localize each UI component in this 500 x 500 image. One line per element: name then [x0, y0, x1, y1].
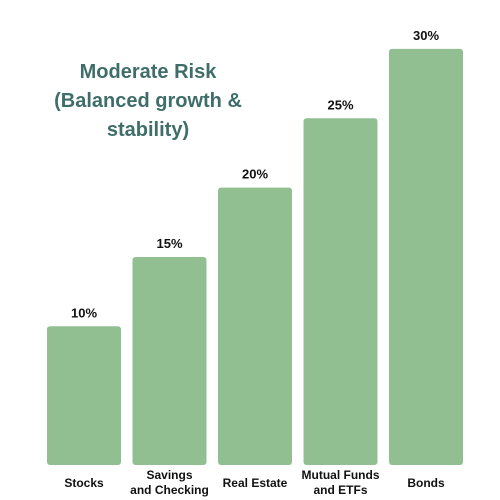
category-label-0: Stocks — [64, 476, 104, 490]
chart-title-line-3: stability) — [106, 119, 190, 141]
bar-3 — [303, 118, 378, 465]
bar-0 — [47, 326, 121, 465]
value-label-2: 20% — [242, 167, 268, 182]
category-label-line: and Checking — [130, 483, 209, 497]
chart-title-line-2: (Balanced growth & — [54, 90, 242, 112]
value-label-1: 15% — [156, 236, 182, 251]
category-label-1: Savings and Checking — [130, 468, 209, 497]
category-label-line: Real Estate — [223, 476, 288, 490]
value-label-3: 25% — [327, 97, 353, 112]
category-label-3: Mutual Funds and ETFs — [302, 468, 380, 497]
category-label-2: Real Estate — [223, 476, 288, 490]
bar-4 — [389, 48, 463, 466]
bar-2 — [218, 187, 292, 465]
value-label-0: 10% — [71, 305, 97, 320]
category-label-line: Savings — [146, 468, 192, 482]
category-label-line: Stocks — [64, 476, 104, 490]
chart-title: Moderate Risk (Balanced growth & stabili… — [28, 58, 268, 145]
chart-title-line-1: Moderate Risk — [79, 61, 217, 83]
bar-1 — [132, 256, 207, 465]
category-label-line: and ETFs — [313, 483, 367, 497]
category-label-line: Mutual Funds — [302, 468, 380, 482]
category-label-4: Bonds — [407, 476, 445, 490]
value-label-4: 30% — [413, 28, 439, 43]
category-label-line: Bonds — [407, 476, 445, 490]
